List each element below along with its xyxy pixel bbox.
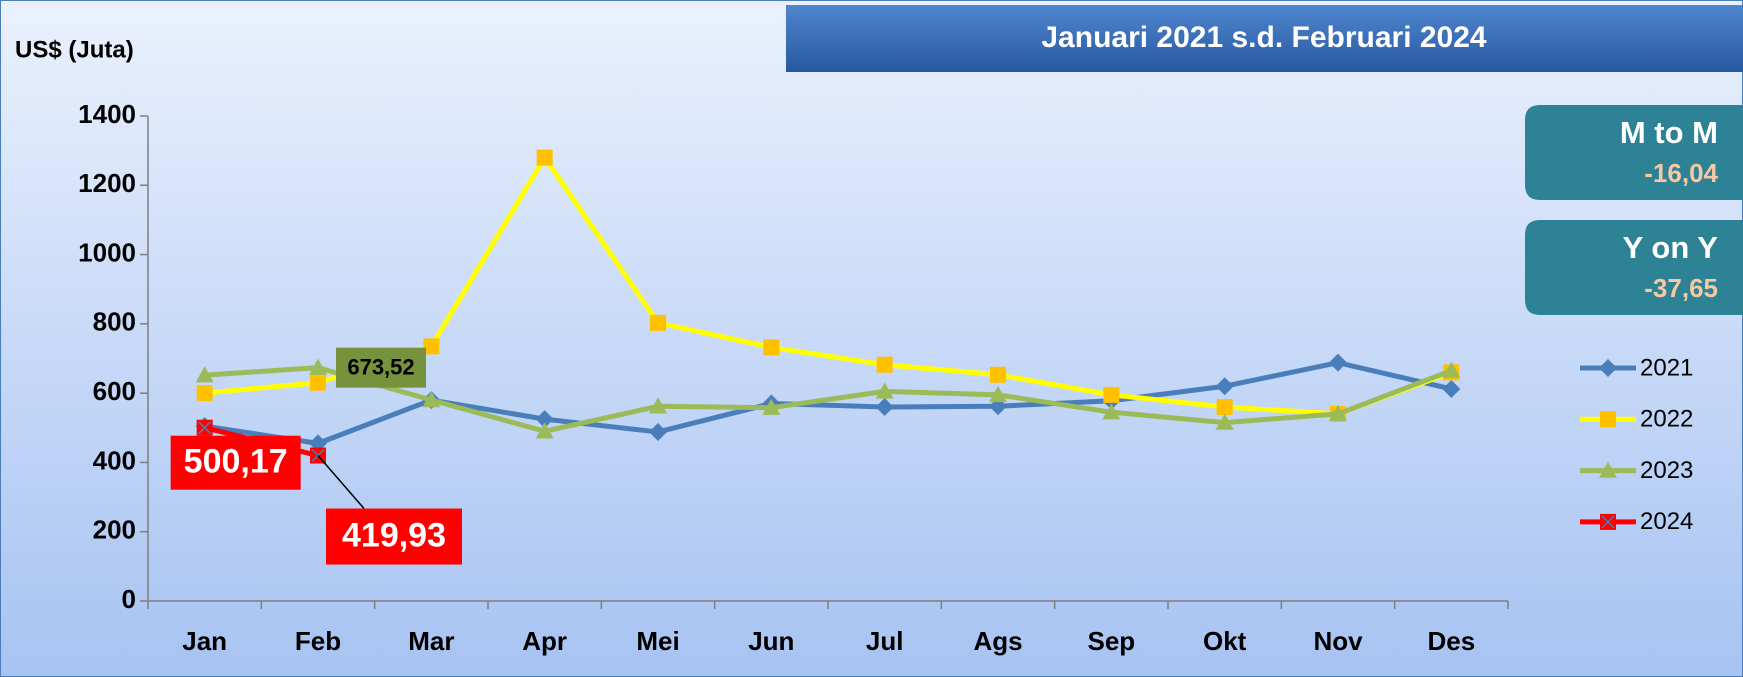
x-tick-label: Sep — [1087, 626, 1135, 656]
indicator-box — [1525, 220, 1743, 315]
point — [1216, 399, 1233, 415]
legend-label: 2021 — [1640, 354, 1693, 381]
legend-label: 2023 — [1640, 457, 1693, 484]
y-tick-label: 0 — [122, 584, 136, 614]
legend-marker — [1600, 411, 1616, 428]
point — [650, 314, 666, 331]
x-tick-label: Jul — [866, 626, 904, 656]
point — [535, 422, 554, 439]
indicator-title: M to M — [1620, 115, 1718, 150]
x-tick-label: Des — [1427, 626, 1475, 656]
indicator-box — [1525, 105, 1743, 200]
data-label-box — [326, 508, 462, 565]
x-tick-label: Mar — [408, 626, 454, 656]
point — [990, 366, 1006, 383]
y-axis-label: US$ (Juta) — [15, 36, 134, 63]
y-tick-label: 800 — [93, 307, 136, 337]
point — [423, 338, 440, 355]
legend-marker — [1599, 359, 1617, 377]
point — [1329, 404, 1347, 422]
x-tick-label: Jun — [748, 626, 794, 656]
y-tick-label: 200 — [93, 515, 136, 545]
point — [763, 339, 780, 356]
point — [195, 366, 214, 383]
data-label-box — [170, 435, 301, 490]
legend-label: 2022 — [1640, 406, 1693, 433]
marker-cross — [198, 421, 212, 435]
point — [875, 382, 894, 399]
point — [1102, 403, 1121, 420]
indicator-title: Y on Y — [1623, 230, 1719, 265]
x-tick-label: Ags — [973, 626, 1022, 656]
point — [422, 391, 441, 408]
point — [1442, 361, 1461, 378]
point — [762, 398, 781, 415]
data-label: 500,17 — [184, 443, 288, 481]
indicator-value: -16,04 — [1644, 158, 1718, 188]
point — [649, 422, 667, 441]
leader-line — [317, 455, 365, 510]
point — [989, 385, 1007, 403]
point — [1215, 377, 1234, 396]
x-tick-label: Mei — [636, 626, 679, 656]
point — [309, 358, 327, 375]
chart-title: Januari 2021 s.d. Februari 2024 — [1041, 21, 1487, 54]
marker-cross — [1601, 515, 1615, 529]
x-tick-label: Feb — [295, 626, 341, 656]
point — [875, 398, 894, 416]
y-tick-label: 1200 — [78, 168, 136, 198]
x-tick-label: Nov — [1313, 626, 1363, 656]
data-label: 673,52 — [347, 354, 414, 379]
point — [1442, 379, 1461, 398]
title-box — [786, 5, 1743, 72]
point — [536, 149, 553, 166]
point — [1215, 413, 1234, 430]
series-line — [204, 365, 1453, 434]
point — [310, 374, 326, 391]
x-tick-label: Okt — [1203, 626, 1247, 656]
point — [649, 397, 667, 414]
data-label-box — [336, 347, 426, 388]
legend-label: 2024 — [1640, 508, 1693, 535]
point — [196, 385, 213, 402]
x-tick-label: Apr — [522, 626, 567, 656]
y-tick-label: 600 — [93, 376, 136, 406]
point — [535, 410, 554, 429]
data-label: 419,93 — [342, 517, 446, 555]
point — [1329, 353, 1347, 372]
indicator-value: -37,65 — [1644, 273, 1718, 303]
point — [876, 356, 893, 373]
y-tick-label: 1000 — [78, 237, 136, 267]
y-tick-label: 1400 — [78, 99, 136, 129]
series-line — [204, 360, 1452, 446]
x-tick-label: Jan — [182, 626, 227, 656]
point — [1103, 386, 1120, 403]
y-tick-label: 400 — [93, 445, 136, 475]
legend-marker — [1599, 461, 1617, 478]
